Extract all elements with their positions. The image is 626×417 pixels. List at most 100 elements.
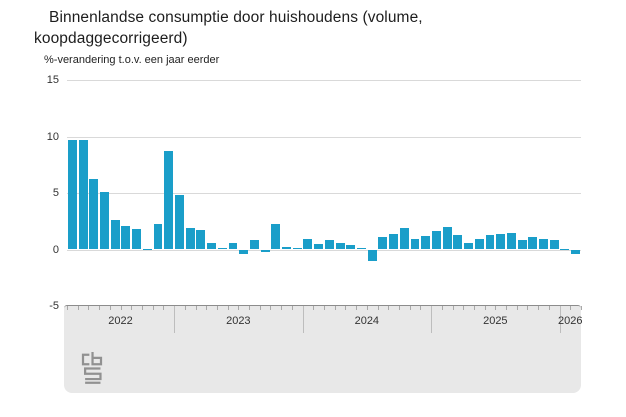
month-tick: [313, 306, 315, 310]
cbs-logo-icon: [81, 352, 103, 384]
bar-2022-08[interactable]: [121, 225, 131, 250]
bar-2023-02[interactable]: [185, 228, 195, 250]
year-label-2022: 2022: [108, 315, 133, 327]
bar-2025-04[interactable]: [464, 242, 473, 250]
month-tick: [495, 306, 497, 310]
bar-2025-12[interactable]: [549, 240, 559, 250]
bar-2024-11[interactable]: [410, 239, 420, 250]
month-tick: [334, 306, 336, 310]
bar-2022-06[interactable]: [100, 191, 109, 250]
bar-2022-09[interactable]: [132, 229, 142, 250]
gridline-5: [67, 193, 581, 194]
bar-2024-09[interactable]: [389, 233, 399, 250]
bar-2022-03[interactable]: [67, 139, 77, 250]
bar-2025-02[interactable]: [442, 226, 452, 250]
month-tick: [120, 306, 122, 310]
x-axis-band: 2022 2023 2024 2025 2026: [64, 305, 583, 393]
bar-2024-10[interactable]: [399, 228, 409, 250]
month-tick: [441, 306, 443, 310]
month-tick: [484, 306, 486, 310]
bar-2024-01[interactable]: [303, 239, 313, 250]
gridline-0: [67, 249, 581, 251]
month-tick: [398, 306, 400, 310]
bar-2023-03[interactable]: [196, 230, 206, 250]
gridline-15: [67, 80, 581, 81]
bar-2022-07[interactable]: [110, 220, 120, 250]
bar-2025-10[interactable]: [528, 237, 538, 250]
bar-2022-04[interactable]: [78, 139, 88, 250]
bar-2025-01[interactable]: [431, 231, 441, 250]
year-label-2025: 2025: [483, 315, 508, 327]
month-tick: [141, 306, 143, 310]
month-tick: [291, 306, 293, 310]
bar-2023-04[interactable]: [207, 242, 216, 250]
bar-2023-08[interactable]: [249, 240, 259, 250]
bar-2025-07[interactable]: [496, 233, 506, 250]
bar-2024-06[interactable]: [357, 248, 366, 250]
month-tick: [356, 306, 358, 310]
month-tick: [538, 306, 540, 310]
bar-2024-03[interactable]: [324, 240, 334, 250]
bar-2025-06[interactable]: [485, 234, 495, 250]
chart-subtitle: %-verandering t.o.v. een jaar eerder: [44, 54, 220, 66]
bar-2023-01[interactable]: [174, 195, 184, 250]
month-tick: [516, 306, 518, 310]
bar-2023-07[interactable]: [239, 249, 249, 255]
month-tick: [131, 306, 133, 310]
month-tick: [548, 306, 550, 310]
bar-2022-11[interactable]: [153, 223, 163, 250]
month-tick: [152, 306, 154, 310]
gridline-10: [67, 136, 581, 138]
bar-2026-01[interactable]: [560, 248, 570, 250]
bar-2024-02[interactable]: [314, 243, 324, 250]
bar-2022-05[interactable]: [89, 179, 99, 250]
bar-2022-12[interactable]: [164, 151, 174, 250]
y-axis-label-10: 10: [46, 130, 59, 143]
month-tick: [581, 306, 582, 310]
month-tick: [270, 306, 272, 310]
month-tick: [463, 306, 465, 310]
y-axis-label-5: 5: [52, 187, 59, 199]
y-axis-label--5: -5: [49, 300, 59, 312]
bar-2024-07[interactable]: [367, 249, 377, 261]
bar-2022-10[interactable]: [142, 248, 152, 250]
bar-2025-09[interactable]: [517, 240, 527, 250]
month-tick: [324, 306, 325, 310]
bar-2024-05[interactable]: [346, 244, 356, 250]
year-label-2024: 2024: [354, 315, 380, 327]
month-tick: [67, 306, 68, 310]
bar-2023-11[interactable]: [282, 247, 291, 250]
month-tick: [345, 306, 347, 310]
bar-2023-05[interactable]: [217, 248, 227, 250]
month-tick: [216, 306, 218, 310]
month-tick: [238, 306, 240, 310]
bar-2025-03[interactable]: [453, 234, 463, 250]
bar-2024-12[interactable]: [421, 235, 431, 250]
month-tick: [570, 306, 572, 310]
month-tick: [206, 306, 208, 310]
y-axis-label-15: 15: [46, 74, 59, 86]
month-tick: [195, 306, 197, 310]
bar-2025-05[interactable]: [474, 239, 484, 250]
bar-2023-10[interactable]: [271, 223, 281, 250]
month-tick: [281, 306, 283, 310]
month-tick: [77, 306, 79, 310]
year-separator: [559, 306, 561, 333]
bar-2023-12[interactable]: [292, 248, 302, 250]
month-tick: [99, 306, 101, 310]
bar-2024-08[interactable]: [378, 237, 388, 250]
bar-2025-08[interactable]: [506, 232, 516, 250]
bar-2023-09[interactable]: [260, 249, 270, 252]
bar-2023-06[interactable]: [228, 242, 238, 250]
year-label-2023: 2023: [226, 315, 251, 327]
month-tick: [377, 306, 379, 310]
month-tick: [366, 306, 368, 310]
y-axis-label-0: 0: [52, 243, 59, 256]
bar-2024-04[interactable]: [335, 242, 345, 250]
month-tick: [506, 306, 508, 310]
bar-2026-02[interactable]: [571, 249, 581, 255]
month-tick: [420, 306, 422, 310]
month-tick: [452, 306, 454, 310]
bar-2025-11[interactable]: [539, 239, 548, 250]
